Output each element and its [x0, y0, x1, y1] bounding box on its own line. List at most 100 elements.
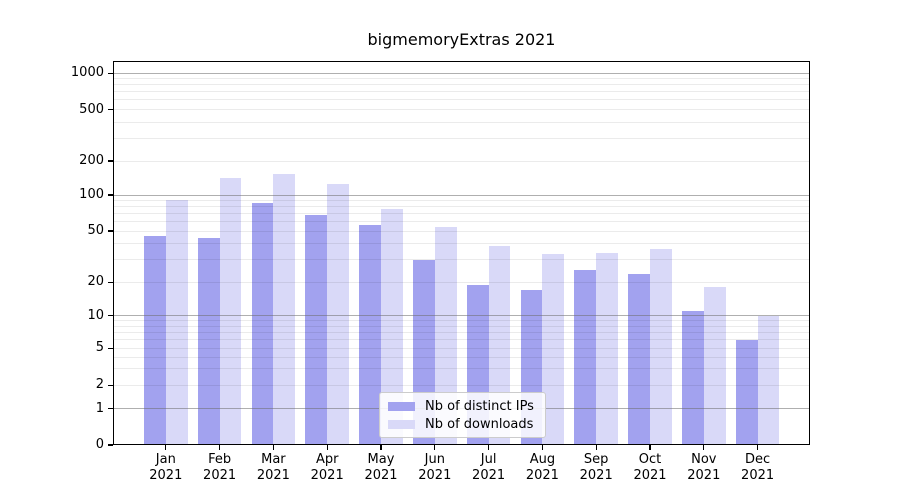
gridline-minor: [113, 319, 810, 321]
y-tick-label: 2: [95, 377, 104, 393]
legend-swatch-distinct-ips-icon: [388, 401, 415, 411]
x-tick-mark: [434, 445, 436, 450]
bar-downloads-sep: [596, 252, 618, 445]
bar-downloads-jun: [434, 227, 457, 445]
x-tick-label: Aug 2021: [525, 452, 559, 483]
y-tick-mark: [108, 444, 113, 446]
x-tick-mark: [757, 445, 759, 450]
gridline-minor: [113, 137, 810, 139]
x-tick-label: Mar 2021: [256, 452, 290, 483]
x-tick-label: Dec 2021: [741, 452, 775, 483]
gridline-minor: [113, 221, 810, 223]
gridline-major: [113, 194, 810, 196]
y-tick-label: 10: [87, 307, 104, 323]
gridline-minor: [113, 368, 810, 370]
gridline-minor: [113, 213, 810, 215]
x-tick-label: Oct 2021: [633, 452, 667, 483]
gridline-minor: [113, 347, 810, 349]
x-tick-mark: [703, 445, 705, 450]
bar-distinct-ips-feb: [197, 238, 220, 445]
gridline-minor: [113, 281, 810, 283]
y-tick-mark: [108, 407, 113, 410]
x-tick-label: May 2021: [364, 452, 398, 483]
gridline-major: [113, 315, 810, 316]
y-tick-mark: [108, 72, 113, 74]
bar-distinct-ips-nov: [682, 310, 704, 445]
gridline-minor: [113, 242, 810, 244]
y-tick-label: 5: [95, 340, 104, 356]
legend-item-distinct-ips: Nb of distinct IPs: [380, 397, 545, 415]
bar-downloads-mar: [273, 173, 296, 445]
y-tick-label: 0: [95, 437, 104, 452]
x-tick-label: Feb 2021: [203, 452, 237, 483]
y-tick-label: 1000: [70, 65, 104, 81]
bar-downloads-feb: [219, 177, 242, 445]
gridline-minor: [113, 206, 810, 208]
gridline-minor: [113, 259, 810, 261]
x-tick-mark: [649, 445, 651, 450]
gridline-minor: [113, 78, 810, 80]
y-tick-mark: [108, 108, 113, 111]
gridline-minor: [113, 356, 810, 358]
y-tick-label: 20: [87, 274, 104, 290]
x-tick-mark: [541, 445, 543, 450]
gridline-minor: [113, 230, 810, 232]
y-tick-mark: [108, 194, 113, 196]
y-tick-mark: [108, 160, 113, 162]
legend-swatch-downloads-icon: [388, 419, 415, 429]
gridline-minor: [113, 384, 810, 386]
bar-distinct-ips-mar: [251, 202, 274, 445]
gridline-minor: [113, 99, 810, 101]
x-tick-mark: [165, 445, 167, 450]
y-tick-label: 100: [79, 187, 104, 202]
gridline-minor: [113, 109, 810, 110]
x-tick-mark: [326, 445, 328, 450]
gridline-major: [113, 72, 810, 74]
y-tick-mark: [108, 347, 113, 349]
x-tick-label: Jan 2021: [149, 452, 183, 483]
x-tick-label: Jun 2021: [418, 452, 452, 483]
legend-label-distinct-ips: Nb of distinct IPs: [425, 398, 534, 414]
bar-downloads-aug: [542, 254, 565, 445]
x-tick-mark: [380, 445, 382, 450]
y-tick-mark: [108, 281, 113, 283]
gridline-minor: [113, 91, 810, 93]
x-tick-mark: [595, 445, 597, 450]
y-tick-mark: [108, 384, 113, 386]
bar-distinct-ips-sep: [574, 269, 597, 445]
legend-label-downloads: Nb of downloads: [425, 416, 534, 432]
gridline-minor: [113, 331, 810, 333]
gridline-minor: [113, 121, 810, 123]
y-tick-label: 50: [87, 223, 104, 238]
chart-title: bigmemoryExtras 2021: [367, 30, 556, 49]
x-tick-mark: [219, 445, 221, 450]
x-tick-mark: [272, 445, 274, 450]
x-tick-label: Jul 2021: [472, 452, 506, 483]
bar-distinct-ips-may: [359, 225, 381, 445]
gridline-minor: [113, 160, 810, 162]
bar-downloads-apr: [327, 184, 349, 445]
bar-downloads-jan: [165, 200, 188, 445]
gridline-minor: [113, 199, 810, 201]
y-tick-label: 1: [95, 400, 104, 416]
y-tick-label: 200: [79, 153, 104, 168]
legend: Nb of distinct IPs Nb of downloads: [379, 392, 546, 438]
y-tick-label: 500: [79, 101, 104, 117]
gridline-minor: [113, 325, 810, 327]
bar-distinct-ips-dec: [735, 339, 758, 445]
y-tick-mark: [108, 314, 113, 317]
bar-downloads-may: [381, 208, 403, 445]
bar-distinct-ips-oct: [628, 274, 650, 445]
y-tick-mark: [108, 230, 113, 232]
bar-downloads-oct: [650, 249, 672, 445]
gridline-minor: [113, 339, 810, 341]
bar-downloads-dec: [757, 315, 780, 445]
x-tick-label: Sep 2021: [579, 452, 613, 483]
bar-distinct-ips-apr: [305, 215, 328, 445]
bar-distinct-ips-jan: [144, 235, 166, 445]
legend-item-downloads: Nb of downloads: [380, 415, 545, 433]
x-tick-mark: [488, 445, 490, 450]
x-tick-label: Nov 2021: [687, 452, 721, 483]
gridline-minor: [113, 84, 810, 86]
